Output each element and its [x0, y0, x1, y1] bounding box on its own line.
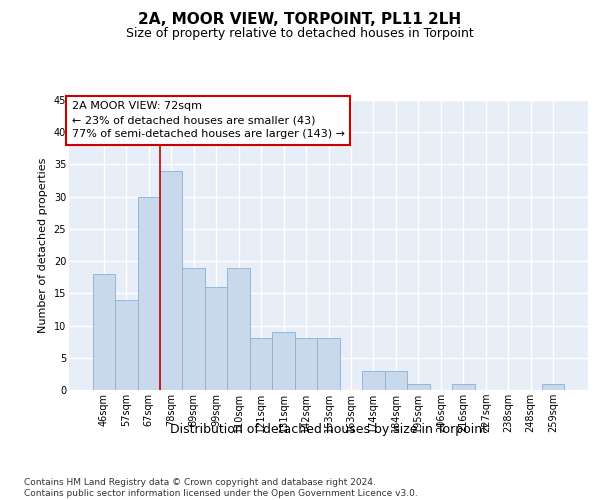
Bar: [295, 338, 317, 390]
Bar: [407, 384, 430, 390]
Bar: [250, 338, 272, 390]
Bar: [452, 384, 475, 390]
Text: Distribution of detached houses by size in Torpoint: Distribution of detached houses by size …: [170, 422, 487, 436]
Bar: [205, 287, 227, 390]
Bar: [362, 370, 385, 390]
Bar: [137, 196, 160, 390]
Bar: [160, 171, 182, 390]
Bar: [317, 338, 340, 390]
Bar: [115, 300, 137, 390]
Text: Size of property relative to detached houses in Torpoint: Size of property relative to detached ho…: [126, 28, 474, 40]
Bar: [385, 370, 407, 390]
Text: Contains HM Land Registry data © Crown copyright and database right 2024.
Contai: Contains HM Land Registry data © Crown c…: [24, 478, 418, 498]
Text: 2A, MOOR VIEW, TORPOINT, PL11 2LH: 2A, MOOR VIEW, TORPOINT, PL11 2LH: [139, 12, 461, 28]
Bar: [542, 384, 565, 390]
Bar: [182, 268, 205, 390]
Y-axis label: Number of detached properties: Number of detached properties: [38, 158, 48, 332]
Bar: [272, 332, 295, 390]
Text: 2A MOOR VIEW: 72sqm
← 23% of detached houses are smaller (43)
77% of semi-detach: 2A MOOR VIEW: 72sqm ← 23% of detached ho…: [71, 102, 344, 140]
Bar: [227, 268, 250, 390]
Bar: [92, 274, 115, 390]
